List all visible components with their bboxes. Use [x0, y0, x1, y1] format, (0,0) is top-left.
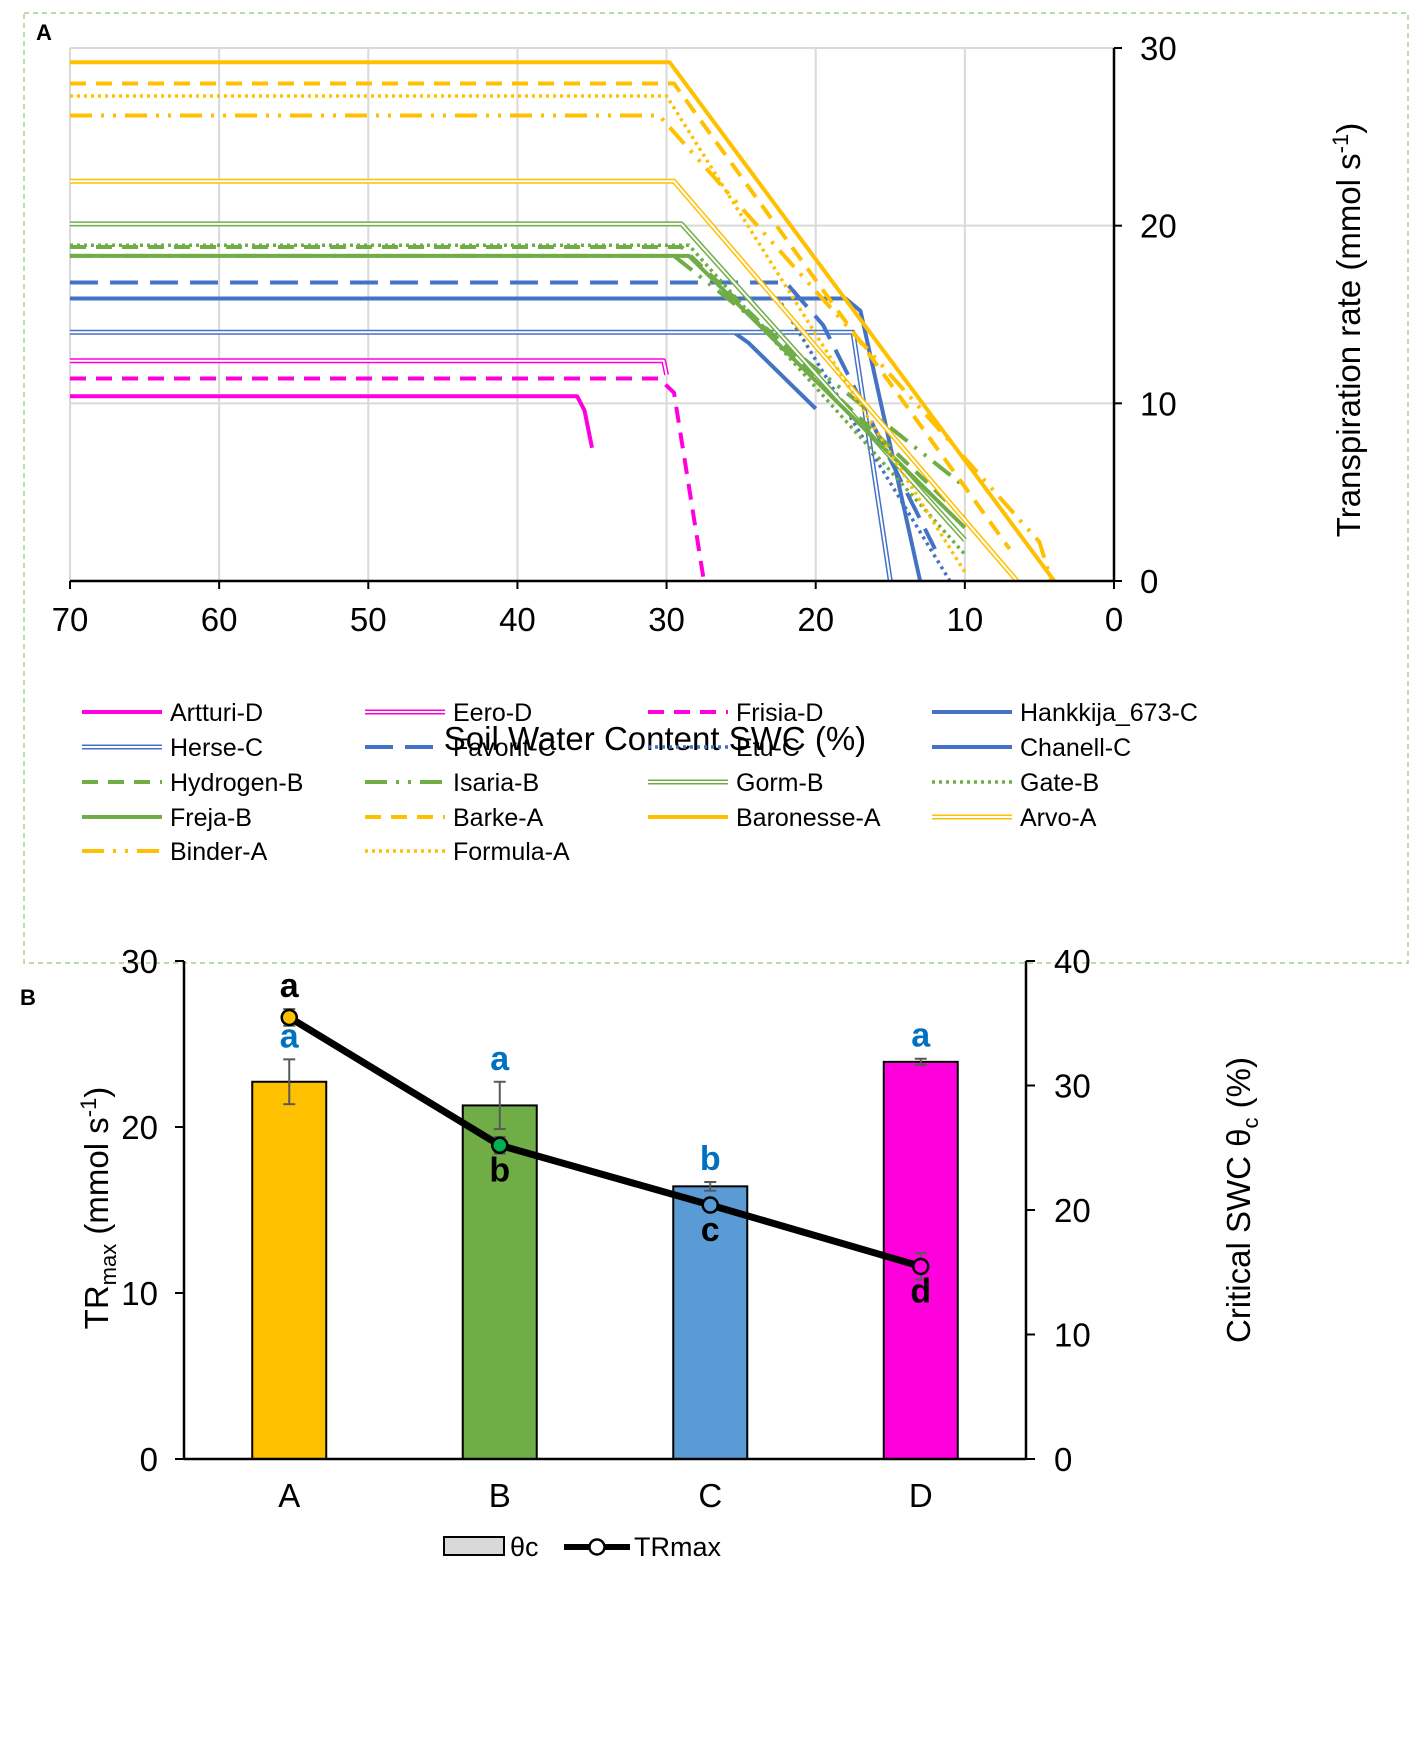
trmax-point-b	[491, 1136, 509, 1155]
line-eero-d-inner	[70, 359, 668, 376]
panel-a-y-axis-label: Transpiration rate (mmol s-1)	[1328, 123, 1367, 537]
line-binder-a	[70, 113, 1054, 582]
trmax-letter-a: a	[280, 967, 300, 1005]
panel-a-border	[23, 12, 1409, 964]
x-tick-label-20: 20	[797, 601, 834, 638]
b-left-tick-label-10: 10	[121, 1275, 158, 1312]
b-category-label-b: B	[489, 1477, 511, 1514]
b-category-label-d: D	[909, 1477, 933, 1514]
trmax-letter-c: c	[701, 1211, 720, 1249]
y-tick-label-30: 30	[1140, 30, 1177, 67]
panel-a-x-axis-label: Soil Water Content SWC (%)	[444, 720, 866, 757]
y-tick-label-0: 0	[1140, 563, 1158, 600]
b-right-tick-label-20: 20	[1054, 1192, 1091, 1229]
line-barke-a	[70, 81, 1012, 551]
b-right-tick-label-30: 30	[1054, 1068, 1091, 1105]
b-category-label-c: C	[698, 1477, 722, 1514]
legend-label-binder-a: Binder-A	[170, 838, 268, 866]
x-tick-label-40: 40	[499, 601, 536, 638]
trmax-line	[287, 1014, 922, 1270]
b-category-label-a: A	[278, 1477, 300, 1514]
bar-letter-c: b	[700, 1140, 721, 1178]
panel-b-bars: a a b a	[251, 1017, 959, 1461]
panel-a-axes: 70 60 50 40 30 20 10 00 10 20 30	[52, 30, 1177, 638]
legend-label-eero-d: Eero-D	[453, 699, 532, 727]
bar-letter-d: a	[911, 1017, 931, 1055]
line-herse-c-outer	[70, 329, 893, 582]
panel-a-series	[70, 60, 1056, 583]
legend-label-formula-a: Formula-A	[453, 838, 570, 866]
y-tick-label-10: 10	[1140, 385, 1177, 422]
b-left-tick-label-20: 20	[121, 1109, 158, 1146]
legend-label-freja-b: Freja-B	[170, 804, 252, 832]
line-chanell-c	[70, 296, 923, 582]
panel-a-legend: Artturi-D Eero-D Frisia-D Hankkija_673-C Her…	[82, 699, 1198, 866]
legend-label-favorit-c: Favorit-C	[453, 734, 556, 762]
x-tick-label-10: 10	[946, 601, 983, 638]
b-left-tick-label-0: 0	[140, 1441, 158, 1478]
line-etu-c	[70, 296, 952, 582]
trmax-point-d	[912, 1257, 930, 1276]
trmax-letter-d: d	[910, 1272, 931, 1310]
legend-label-baronesse-a: Baronesse-A	[736, 804, 881, 832]
line-hydrogen-b	[70, 245, 967, 521]
bar-letter-a: a	[280, 1017, 300, 1055]
b-right-tick-label-0: 0	[1054, 1441, 1072, 1478]
legend-label-trmax: TRmax	[634, 1532, 721, 1562]
trmax-point-a	[280, 1008, 298, 1027]
legend-label-hankkija-673-c: Hankkija_673-C	[1020, 699, 1198, 727]
legend-swatch-trmax-marker	[588, 1538, 606, 1556]
x-tick-label-60: 60	[201, 601, 238, 638]
legend-label-etu-c: Etu-C	[736, 734, 800, 762]
bar-letter-b: a	[490, 1040, 510, 1078]
line-baronesse-a	[70, 60, 1056, 583]
panel-a-label: A	[36, 20, 52, 45]
legend-label-barke-a: Barke-A	[453, 804, 544, 832]
line-freja-b	[70, 253, 967, 530]
legend-label-thetac: θc	[510, 1532, 539, 1562]
x-tick-label-0: 0	[1105, 601, 1123, 638]
line-frisia-d	[70, 376, 706, 582]
bar-b	[461, 1104, 538, 1461]
panel-a-gridlines	[69, 47, 1115, 582]
legend-label-gate-b: Gate-B	[1020, 769, 1099, 797]
trmax-letter-b: b	[489, 1151, 510, 1189]
panel-b-axes: 0 10 20 30 0 10 20 30 40 A B C D	[121, 943, 1090, 1514]
x-tick-label-30: 30	[648, 601, 685, 638]
legend-label-gorm-b: Gorm-B	[736, 769, 824, 797]
panel-a: A 70 60 50 40 30 20 10 00 10 20 30 Soil Water Cont…	[23, 12, 1409, 964]
bar-c	[672, 1185, 749, 1460]
line-herse-c-inner	[70, 331, 892, 582]
x-tick-label-70: 70	[52, 601, 89, 638]
x-tick-label-50: 50	[350, 601, 387, 638]
line-formula-a	[70, 94, 967, 574]
line-favorit-c	[70, 280, 937, 550]
panel-b-left-axis-label: TRmax (mmol s-1)	[76, 1087, 121, 1330]
b-right-tick-label-40: 40	[1054, 943, 1091, 980]
legend-swatch-thetac	[443, 1536, 505, 1556]
legend-label-arvo-a: Arvo-A	[1020, 804, 1097, 832]
y-tick-label-20: 20	[1140, 208, 1177, 245]
legend-label-artturi-d: Artturi-D	[170, 699, 263, 727]
legend-label-isaria-b: Isaria-B	[453, 769, 539, 797]
trmax-point-c	[701, 1196, 719, 1214]
legend-label-herse-c: Herse-C	[170, 734, 263, 762]
b-right-tick-label-10: 10	[1054, 1317, 1091, 1354]
line-artturi-d	[70, 394, 594, 449]
line-gate-b	[70, 243, 967, 556]
panel-b-right-axis-label: Critical SWC θc (%)	[1220, 1057, 1263, 1343]
panel-b-legend: θc TRmax	[443, 1532, 721, 1562]
line-arvo-a-inner	[70, 180, 1018, 582]
legend-label-hydrogen-b: Hydrogen-B	[170, 769, 303, 797]
panel-b-label: B	[20, 985, 36, 1010]
legend-label-chanell-c: Chanell-C	[1020, 734, 1131, 762]
bar-a	[251, 1080, 328, 1460]
legend-label-frisia-d: Frisia-D	[736, 699, 824, 727]
b-left-tick-label-30: 30	[121, 943, 158, 980]
